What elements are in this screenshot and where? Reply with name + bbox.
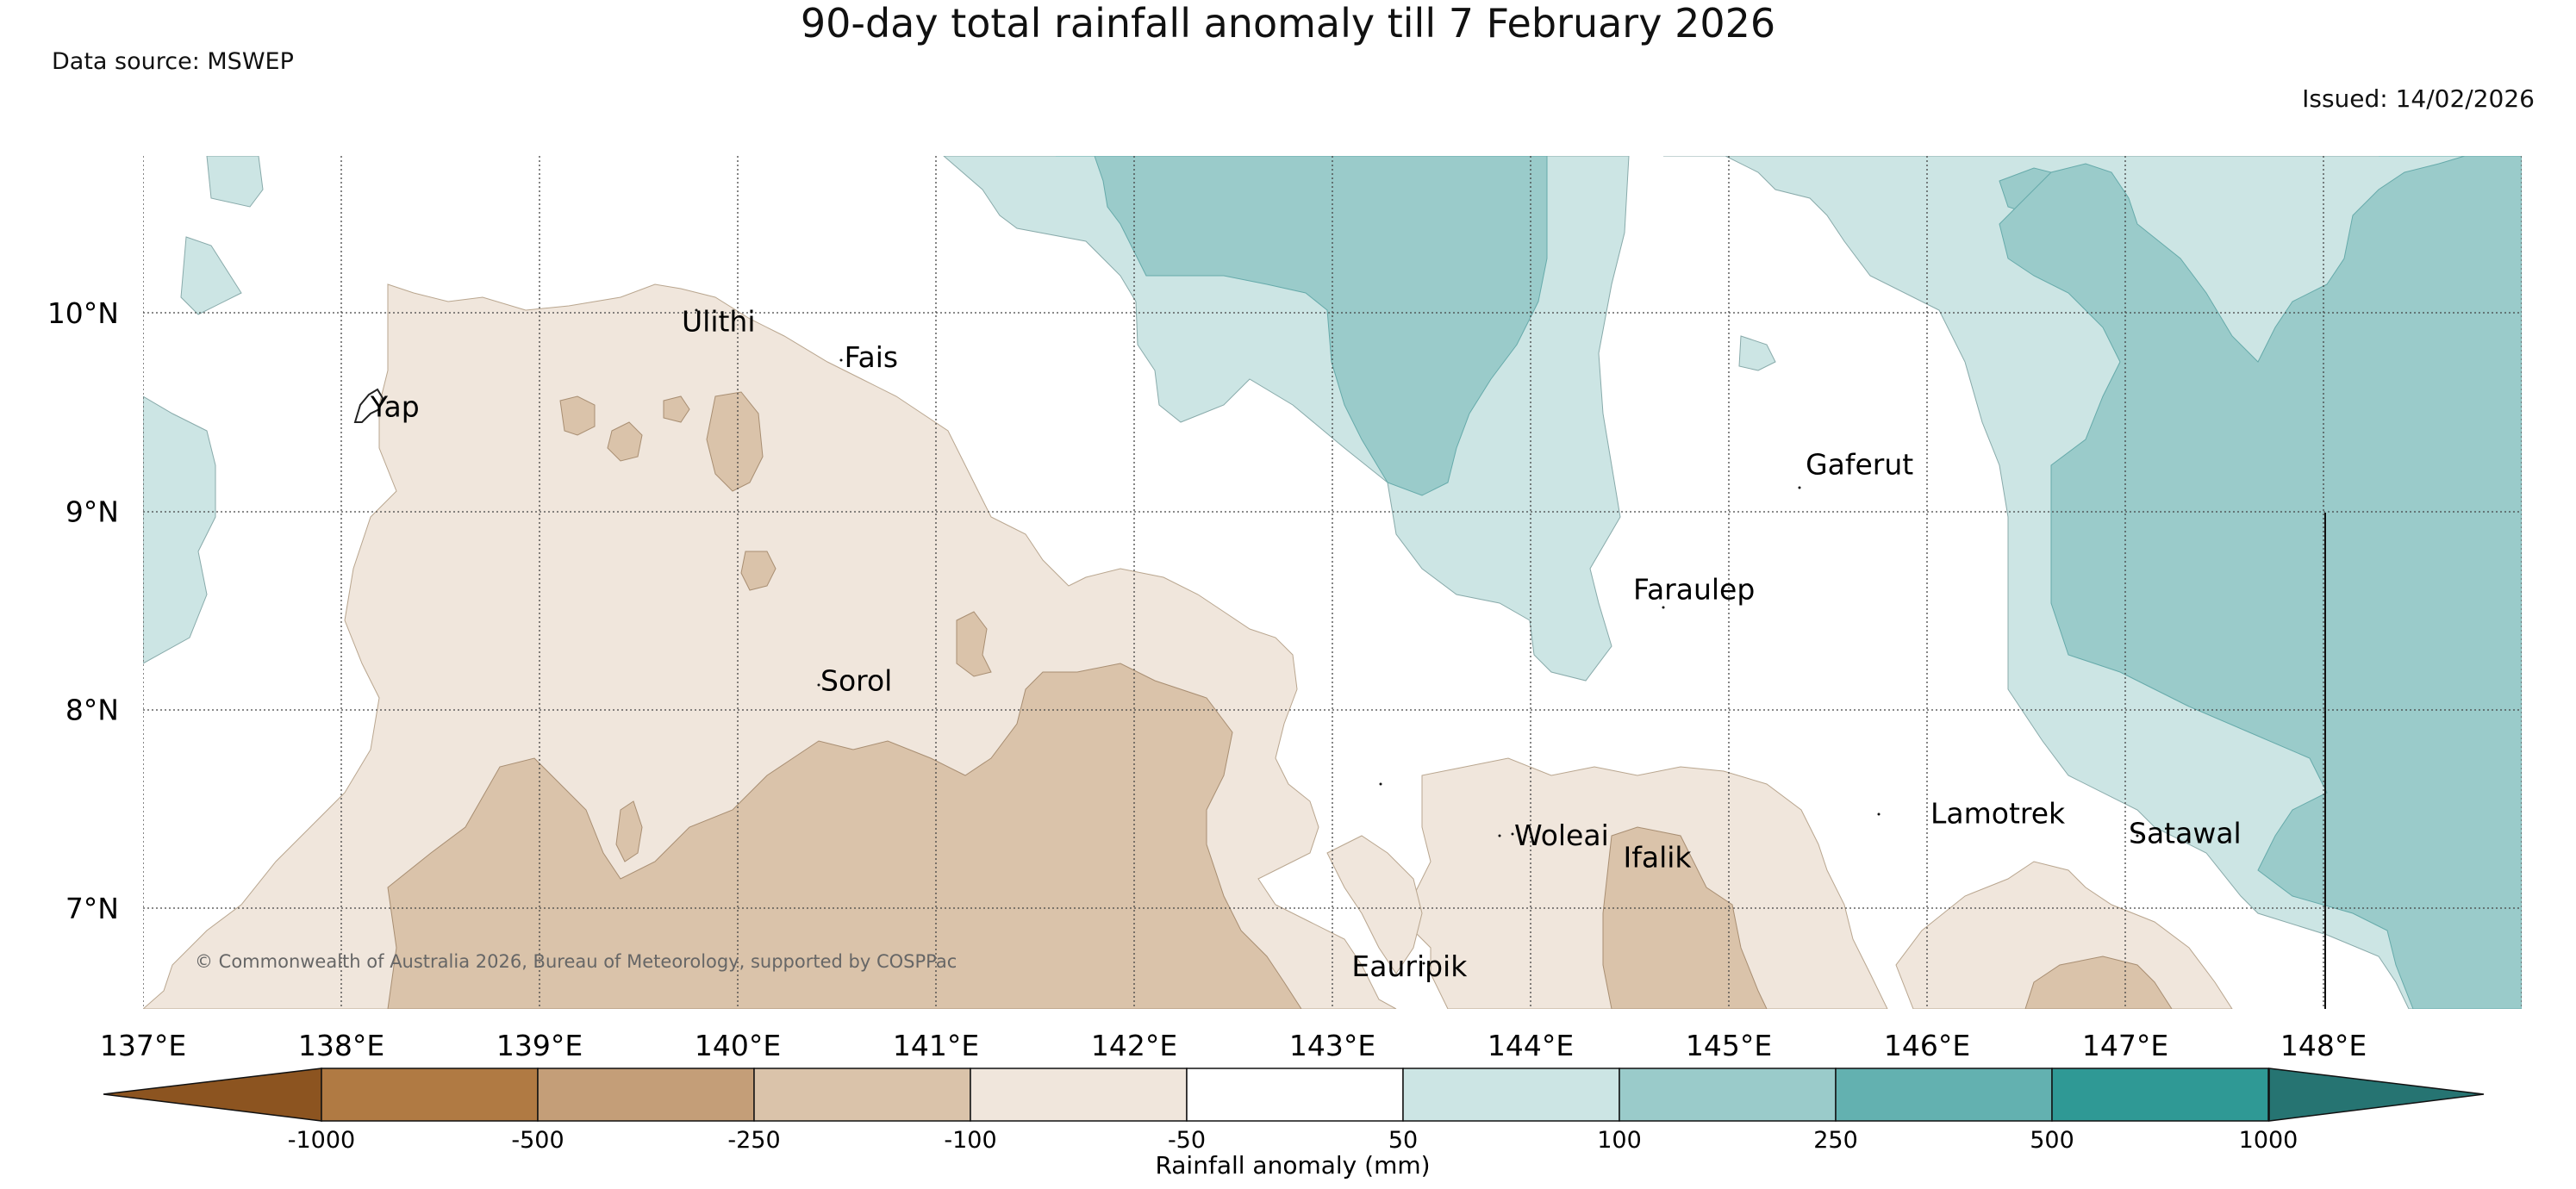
latitude-label: 9°N — [65, 495, 119, 528]
colorbar-tick-label: -250 — [727, 1127, 780, 1154]
longitude-label: 143°E — [1289, 1029, 1375, 1062]
colorbar-box — [1619, 1068, 1837, 1122]
colorbar-tick-label: -50 — [1168, 1127, 1206, 1154]
colorbar-tick-label: -1000 — [288, 1127, 355, 1154]
colorbar-box — [1186, 1068, 1404, 1122]
colorbar-box — [970, 1068, 1188, 1122]
longitude-label: 141°E — [893, 1029, 979, 1062]
longitude-label: 145°E — [1686, 1029, 1772, 1062]
colorbar: -1000 -500 -250 -100 -50 50 100 250 500 1000 Rain… — [103, 1068, 2485, 1180]
longitude-label: 142°E — [1091, 1029, 1177, 1062]
colorbar-tick-label: 250 — [1813, 1127, 1858, 1154]
colorbar-box — [1835, 1068, 2053, 1122]
place-label-sorol: Sorol — [820, 663, 892, 697]
longitude-label: 138°E — [298, 1029, 384, 1062]
place-label-faraulep: Faraulep — [1633, 572, 1755, 606]
place-label-fais: Fais — [845, 340, 899, 374]
longitude-labels: 137°E 138°E 139°E 140°E 141°E 142°E 143°E 144°E… — [100, 1029, 2367, 1062]
colorbar-under-triangle — [103, 1068, 322, 1122]
colorbar-tick-label: 1000 — [2239, 1127, 2298, 1154]
copyright-notice: © Commonwealth of Australia 2026, Bureau… — [195, 951, 957, 972]
place-label-ifalik: Ifalik — [1624, 840, 1693, 874]
latitude-label: 7°N — [65, 892, 119, 925]
anomaly-minus100-minus250-regions — [387, 391, 2173, 1009]
latitude-label: 10°N — [47, 296, 119, 330]
place-label-satawal: Satawal — [2129, 817, 2242, 850]
gridlines — [143, 156, 2522, 1009]
place-label-eauripik: Eauripik — [1351, 949, 1468, 983]
map-plot-area: Ulithi Fais Yap Gaferut Faraulep Sorol Woleai I… — [143, 156, 2522, 1009]
yap-island-outline — [353, 388, 384, 423]
colorbar-title: Rainfall anomaly (mm) — [1155, 1151, 1430, 1180]
colorbar-box — [537, 1068, 755, 1122]
longitude-label: 146°E — [1884, 1029, 1970, 1062]
longitude-label: 148°E — [2280, 1029, 2367, 1062]
latitude-labels: 10°N 9°N 8°N 7°N — [47, 296, 119, 925]
data-source: Data source: MSWEP — [52, 48, 294, 75]
longitude-label: 144°E — [1488, 1029, 1574, 1062]
place-label-yap: Yap — [370, 390, 420, 424]
colorbar-over-triangle — [2268, 1068, 2485, 1122]
colorbar-tick-label: 500 — [2030, 1127, 2074, 1154]
colorbar-box — [2051, 1068, 2269, 1122]
map-title: 90-day total rainfall anomaly till 7 Feb… — [800, 0, 1776, 47]
anomaly-100-250-regions — [1056, 156, 2522, 1009]
colorbar-box — [1402, 1068, 1620, 1122]
colorbar-tick-label: 50 — [1388, 1127, 1418, 1154]
colorbar-tick-label: -500 — [511, 1127, 564, 1154]
colorbar-tick-label: -100 — [944, 1127, 996, 1154]
colorbar-box — [753, 1068, 971, 1122]
longitude-label: 147°E — [2082, 1029, 2168, 1062]
colorbar-boxes — [321, 1068, 2269, 1122]
colorbar-tick-labels: -1000 -500 -250 -100 -50 50 100 250 500 1000 — [288, 1127, 2298, 1154]
place-label-lamotrek: Lamotrek — [1930, 797, 2066, 831]
longitude-label: 137°E — [100, 1029, 186, 1062]
place-label-woleai: Woleai — [1514, 819, 1609, 852]
place-label-gaferut: Gaferut — [1806, 447, 1913, 481]
island-markers — [695, 308, 2139, 965]
latitude-label: 8°N — [65, 694, 119, 727]
longitude-label: 140°E — [695, 1029, 781, 1062]
place-label-ulithi: Ulithi — [682, 305, 756, 339]
issued-date: Issued: 14/02/2026 — [2302, 84, 2535, 113]
colorbar-tick-label: 100 — [1597, 1127, 1642, 1154]
colorbar-box — [321, 1068, 539, 1122]
place-labels: Ulithi Fais Yap Gaferut Faraulep Sorol Woleai I… — [370, 305, 2242, 983]
longitude-label: 139°E — [496, 1029, 583, 1062]
